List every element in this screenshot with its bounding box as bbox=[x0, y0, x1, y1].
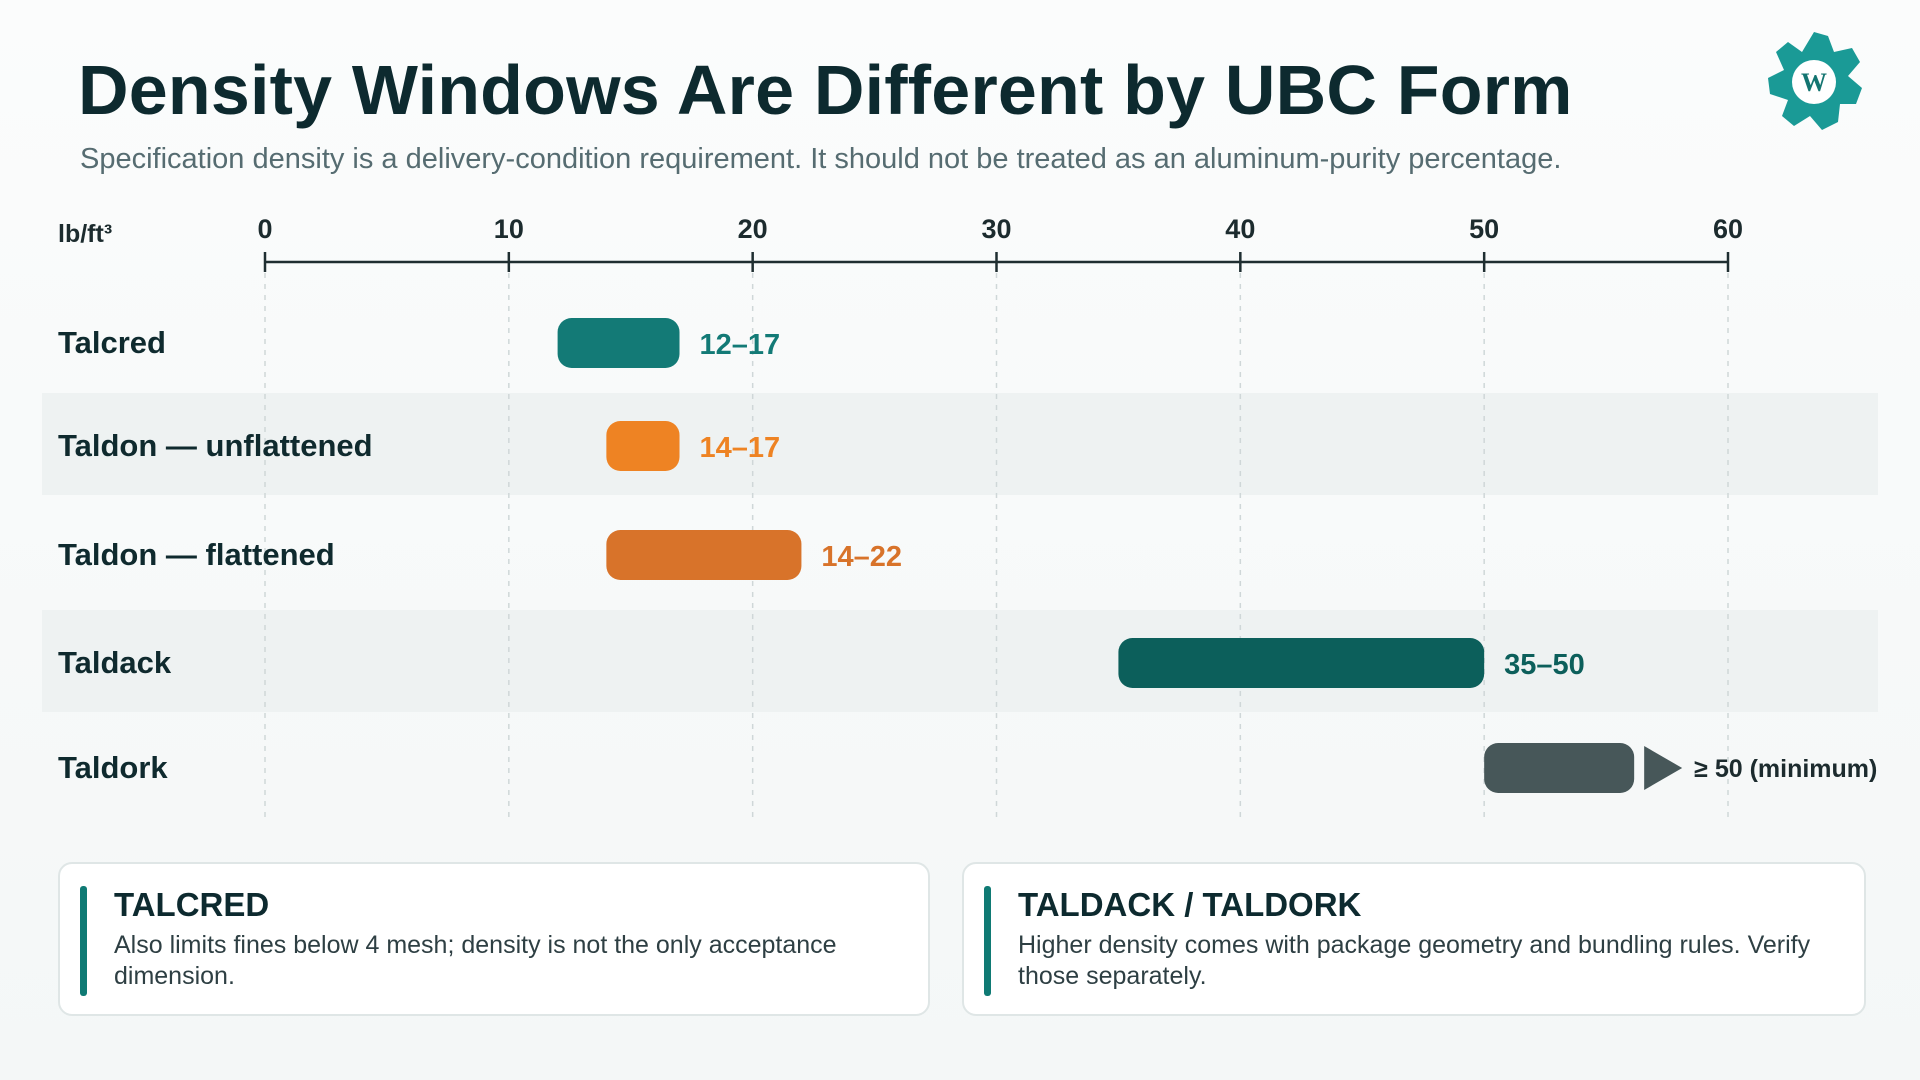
svg-text:W: W bbox=[1801, 68, 1827, 97]
x-tick-label: 40 bbox=[1225, 214, 1255, 244]
range-value-label: 35–50 bbox=[1504, 649, 1585, 681]
category-label: Taldon — flattened bbox=[58, 537, 335, 572]
note-body: Higher density comes with package geomet… bbox=[1018, 931, 1811, 990]
category-label: Taldork bbox=[58, 750, 168, 785]
page-subtitle: Specification density is a delivery-cond… bbox=[80, 143, 1562, 175]
unit-label: lb/ft³ bbox=[58, 220, 112, 248]
range-bar bbox=[557, 318, 680, 368]
range-value-label: 14–17 bbox=[700, 432, 781, 464]
note-card-talcred: TALCRED Also limits fines below 4 mesh; … bbox=[58, 862, 930, 1016]
note-accent-bar bbox=[984, 886, 991, 996]
range-bar bbox=[606, 421, 680, 471]
gear-logo-icon: W bbox=[1768, 32, 1862, 130]
open-ended-arrow bbox=[1644, 746, 1683, 790]
range-bar bbox=[1118, 638, 1485, 688]
range-value-label: ≥ 50 (minimum) bbox=[1694, 755, 1877, 783]
category-label: Talcred bbox=[58, 325, 166, 360]
x-tick-label: 30 bbox=[981, 214, 1011, 244]
range-bar bbox=[606, 530, 802, 580]
category-label: Taldack bbox=[58, 645, 172, 680]
range-value-label: 14–22 bbox=[821, 541, 902, 573]
x-tick-label: 20 bbox=[738, 214, 768, 244]
page-title: Density Windows Are Different by UBC For… bbox=[78, 51, 1573, 129]
note-body: Also limits fines below 4 mesh; density … bbox=[114, 931, 837, 990]
category-label: Taldon — unflattened bbox=[58, 428, 373, 463]
range-value-label: 12–17 bbox=[700, 329, 781, 361]
note-accent-bar bbox=[80, 886, 87, 996]
x-tick-label: 0 bbox=[257, 214, 272, 244]
note-title: TALDACK / TALDORK bbox=[1018, 886, 1362, 923]
x-tick-label: 50 bbox=[1469, 214, 1499, 244]
range-bar bbox=[1484, 743, 1635, 793]
note-title: TALCRED bbox=[114, 886, 270, 923]
density-range-chart: 0 10 20 30 40 50 60 lb/ft³ Talcred 12–17 Taldon — … bbox=[42, 214, 1878, 820]
x-tick-label: 10 bbox=[494, 214, 524, 244]
note-card-taldack-taldork: TALDACK / TALDORK Higher density comes w… bbox=[962, 862, 1866, 1016]
row-band bbox=[42, 610, 1878, 712]
row-band bbox=[42, 393, 1878, 495]
x-tick-label: 60 bbox=[1713, 214, 1743, 244]
